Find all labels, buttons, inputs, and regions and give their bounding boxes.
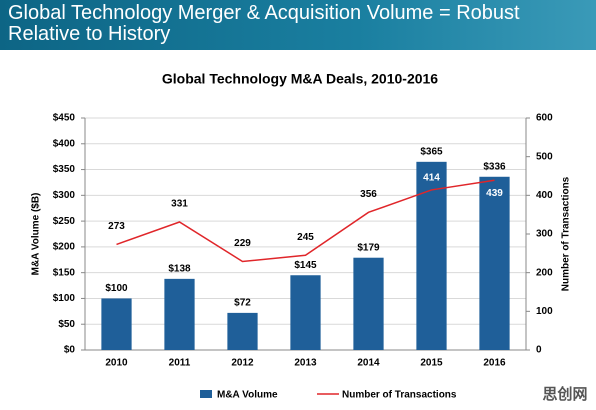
line-value-label: 356: [360, 189, 377, 200]
watermark: 思创网: [542, 385, 587, 403]
y-tick-label: $200: [53, 242, 76, 253]
y-tick-label: $300: [53, 190, 76, 201]
x-tick-label: 2015: [420, 358, 443, 369]
bar-value-label: $138: [168, 263, 191, 274]
y-tick-label: $150: [53, 267, 76, 278]
chart-title: Global Technology M&A Deals, 2010-2016: [162, 71, 438, 87]
bar-value-label: $145: [294, 260, 317, 271]
y2-tick-label: 300: [536, 229, 553, 240]
x-tick-label: 2013: [294, 358, 317, 369]
y-tick-label: $350: [53, 164, 76, 175]
bar: [227, 312, 258, 350]
x-tick-label: 2016: [483, 358, 506, 369]
y2-tick-label: 500: [536, 151, 553, 162]
bar: [479, 176, 510, 350]
y-tick-label: $250: [53, 216, 76, 227]
bar-value-label: $100: [105, 283, 128, 294]
y-tick-label: $450: [53, 113, 76, 124]
bar-value-label: $179: [357, 242, 380, 253]
x-tick-label: 2011: [169, 358, 191, 369]
bar: [290, 275, 321, 350]
header: Global Technology Merger & Acquisition V…: [0, 0, 596, 50]
bar: [101, 298, 132, 350]
y2-tick-label: 600: [536, 113, 553, 124]
x-tick-label: 2012: [231, 358, 254, 369]
y-tick-label: $50: [58, 319, 75, 330]
bar: [164, 278, 195, 350]
y2-tick-label: 100: [536, 306, 553, 317]
line-value-label: 439: [486, 188, 503, 199]
line-value-label: 229: [234, 238, 251, 249]
y-axis-label: M&A Volume ($B): [31, 193, 42, 276]
page-title: Global Technology Merger & Acquisition V…: [8, 2, 520, 45]
y-tick-label: $400: [53, 138, 76, 149]
x-tick-label: 2010: [105, 358, 128, 369]
y2-tick-label: 0: [536, 345, 542, 356]
y-tick-label: $0: [64, 345, 76, 356]
legend-swatch: [200, 390, 212, 398]
bar-value-label: $72: [234, 298, 251, 309]
line-value-label: 414: [423, 173, 440, 184]
line-value-label: 331: [171, 199, 188, 210]
line-value-label: 245: [297, 232, 314, 243]
y2-tick-label: 200: [536, 267, 553, 278]
line-value-label: 273: [108, 221, 125, 232]
line: [116, 179, 495, 263]
y2-tick-label: 400: [536, 190, 553, 201]
y-tick-label: $100: [53, 293, 76, 304]
bar-value-label: $365: [420, 146, 443, 157]
bar-value-label: $336: [483, 161, 506, 172]
x-tick-label: 2014: [357, 358, 380, 369]
bar: [353, 257, 384, 350]
y2-axis-label: Number of Transactions: [561, 176, 572, 291]
legend-label: M&A Volume: [217, 390, 278, 401]
legend-label: Number of Transactions: [342, 390, 457, 401]
